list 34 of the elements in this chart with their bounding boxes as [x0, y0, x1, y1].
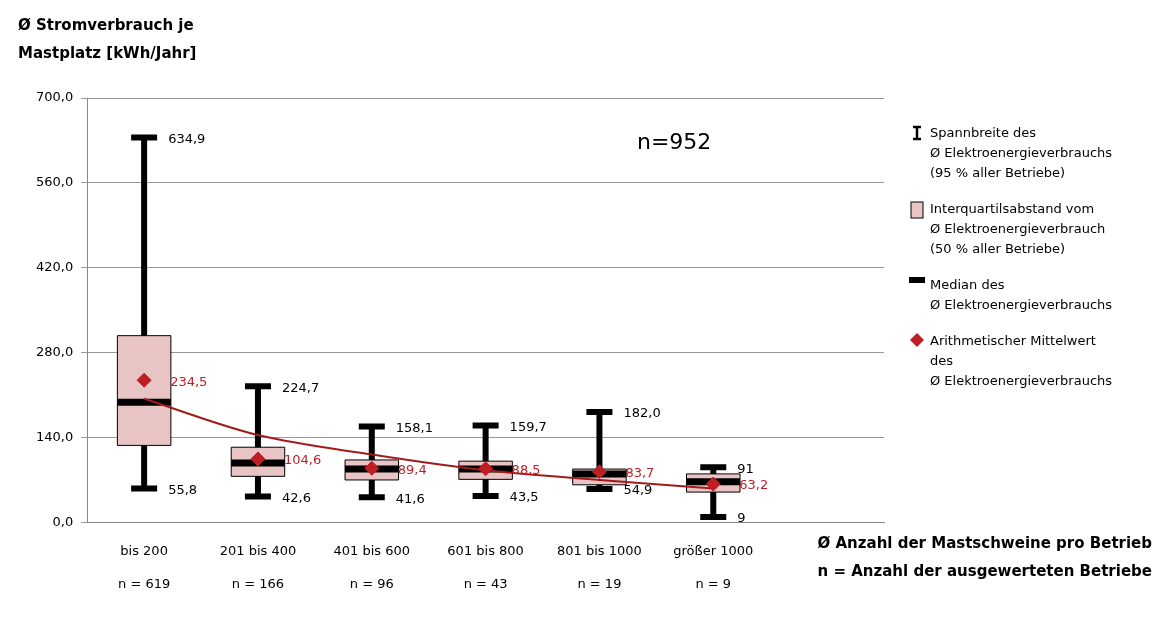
- annotation: 159,7: [509, 418, 547, 434]
- annotation: 42,6: [281, 489, 311, 505]
- annotation: 55,8: [168, 481, 198, 497]
- category-label: 201 bis 400 n = 166: [219, 542, 297, 592]
- category-label: 601 bis 800 n = 43: [447, 542, 524, 592]
- text: Median des Ø Elektroenergieverbrauchs: [930, 276, 1113, 314]
- annotation: 9: [737, 510, 746, 526]
- text: Spannbreite des Ø Elektroenergieverbrauchs (95 % aller Betriebe): [930, 124, 1113, 182]
- annotation: 182,0: [623, 405, 661, 421]
- legend-label: Arithmetischer Mittelwert des Ø Elektroenergieverbrauchs: [930, 332, 1113, 390]
- annotation: 91: [737, 460, 754, 476]
- category-label: bis 200 n = 619: [118, 542, 171, 592]
- annotation: 54,9: [623, 482, 653, 498]
- category-label: 801 bis 1000 n = 19: [557, 542, 642, 592]
- y-tick-label: 420,0: [36, 259, 74, 275]
- annotation: 158,1: [395, 419, 433, 435]
- data-label: 104,6: [283, 452, 322, 468]
- y-tick-label: 560,0: [36, 174, 74, 190]
- y-axis-title: Ø Stromverbrauch je Mastplatz [kWh/Jahr]: [18, 15, 197, 62]
- x-axis-title: Ø Anzahl der Mastschweine pro Betrieb n = Anzahl der ausgewerteten Betriebe: [817, 534, 1153, 581]
- y-tick-label: 0,0: [52, 513, 74, 529]
- y-tick-label: 700,0: [36, 89, 74, 105]
- category-label: größer 1000 n = 9: [673, 542, 754, 592]
- annotation: 634,9: [168, 130, 206, 146]
- legend-label: Interquartilsabstand vom Ø Elektroenergieverbrauch (50 % aller Betriebe): [930, 200, 1106, 258]
- y-tick-label: 140,0: [36, 428, 74, 444]
- category-label: 401 bis 600 n = 96: [333, 542, 411, 592]
- annotation: 43,5: [509, 489, 539, 505]
- annotation: 224,7: [281, 379, 320, 395]
- data-label: 234,5: [170, 373, 208, 389]
- annotation: n=952: [637, 128, 712, 154]
- annotation: 41,6: [395, 490, 425, 506]
- y-tick-label: 280,0: [36, 344, 74, 360]
- point: [136, 372, 152, 388]
